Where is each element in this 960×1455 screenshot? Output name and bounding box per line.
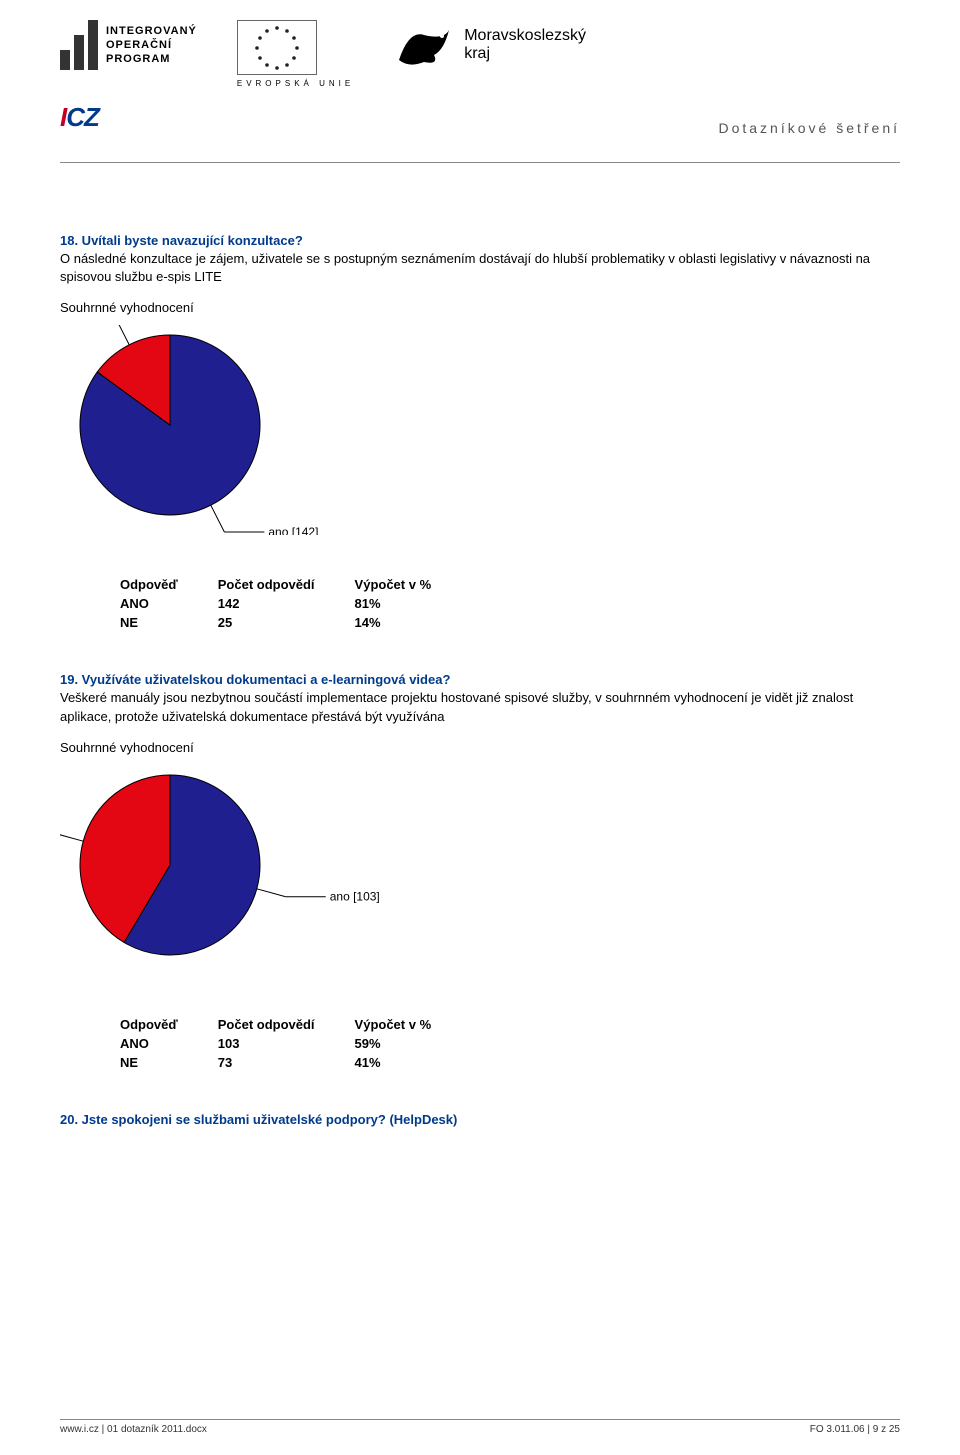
eu-flag-icon: [237, 20, 317, 75]
doc-type-label: Dotazníkové šetření: [718, 120, 900, 136]
table-header: Počet odpovědí: [218, 575, 355, 594]
question-20: 20. Jste spokojeni se službami uživatels…: [60, 1112, 900, 1127]
table-cell: 73: [218, 1053, 355, 1072]
table-row: NE2514%: [120, 613, 471, 632]
answer-table-q18: OdpověďPočet odpovědíVýpočet v %ANO14281…: [120, 575, 900, 632]
question-title: 18. Uvítali byste navazující konzultace?: [60, 233, 900, 248]
table-row: ANO10359%: [120, 1034, 471, 1053]
icz-cz: CZ: [66, 102, 99, 132]
svg-text:ano [142]: ano [142]: [268, 525, 318, 535]
table-cell: ANO: [120, 1034, 218, 1053]
iop-logo: INTEGROVANÝ OPERAČNÍ PROGRAM: [60, 20, 197, 70]
content: 18. Uvítali byste navazující konzultace?…: [60, 173, 900, 1127]
table-cell: 25: [218, 613, 355, 632]
eu-logo: EVROPSKÁ UNIE: [237, 20, 354, 88]
table-cell: NE: [120, 1053, 218, 1072]
footer-left: www.i.cz | 01 dotazník 2011.docx: [60, 1424, 207, 1435]
table-cell: 142: [218, 594, 355, 613]
eu-caption: EVROPSKÁ UNIE: [237, 79, 354, 88]
question-title: 20. Jste spokojeni se službami uživatels…: [60, 1112, 900, 1127]
question-title: 19. Využíváte uživatelskou dokumentaci a…: [60, 672, 900, 687]
table-header: Odpověď: [120, 575, 218, 594]
msk-horse-icon: [394, 20, 454, 70]
table-header: Odpověď: [120, 1015, 218, 1034]
iop-text-line: INTEGROVANÝ: [106, 24, 197, 38]
svg-text:ano [103]: ano [103]: [330, 889, 380, 903]
table-cell: 81%: [355, 594, 472, 613]
table-row: NE7341%: [120, 1053, 471, 1072]
summary-label: Souhrnné vyhodnocení: [60, 300, 900, 315]
iop-text-line: PROGRAM: [106, 52, 197, 66]
question-description: O následné konzultace je zájem, uživatel…: [60, 250, 900, 286]
table-cell: ANO: [120, 594, 218, 613]
msk-text: Moravskoslezský kraj: [464, 27, 586, 62]
table-row: ANO14281%: [120, 594, 471, 613]
footer: www.i.cz | 01 dotazník 2011.docx FO 3.01…: [60, 1419, 900, 1435]
table-header: Výpočet v %: [355, 575, 472, 594]
table-cell: NE: [120, 613, 218, 632]
table-cell: 41%: [355, 1053, 472, 1072]
table-header: Počet odpovědí: [218, 1015, 355, 1034]
footer-right: FO 3.011.06 | 9 z 25: [810, 1424, 900, 1435]
table-cell: 14%: [355, 613, 472, 632]
table-cell: 103: [218, 1034, 355, 1053]
iop-text-line: OPERAČNÍ: [106, 38, 197, 52]
iop-text: INTEGROVANÝ OPERAČNÍ PROGRAM: [106, 24, 197, 67]
iop-bars-icon: [60, 20, 98, 70]
header-divider: [60, 162, 900, 163]
header: INTEGROVANÝ OPERAČNÍ PROGRAM: [60, 20, 900, 130]
pie-chart-q18: ano [142]ne [25]: [60, 325, 900, 535]
msk-logo: Moravskoslezský kraj: [394, 20, 586, 70]
table-header: Výpočet v %: [355, 1015, 472, 1034]
footer-divider: [60, 1419, 900, 1420]
icz-logo: ICZ: [60, 102, 99, 133]
msk-text-line: kraj: [464, 45, 586, 63]
question-18: 18. Uvítali byste navazující konzultace?…: [60, 233, 900, 632]
summary-label: Souhrnné vyhodnocení: [60, 740, 900, 755]
pie-chart-q19: ano [103]ne [73]: [60, 765, 900, 975]
msk-text-line: Moravskoslezský: [464, 27, 586, 45]
table-cell: 59%: [355, 1034, 472, 1053]
question-description: Veškeré manuály jsou nezbytnou součástí …: [60, 689, 900, 725]
question-19: 19. Využíváte uživatelskou dokumentaci a…: [60, 672, 900, 1071]
answer-table-q19: OdpověďPočet odpovědíVýpočet v %ANO10359…: [120, 1015, 900, 1072]
